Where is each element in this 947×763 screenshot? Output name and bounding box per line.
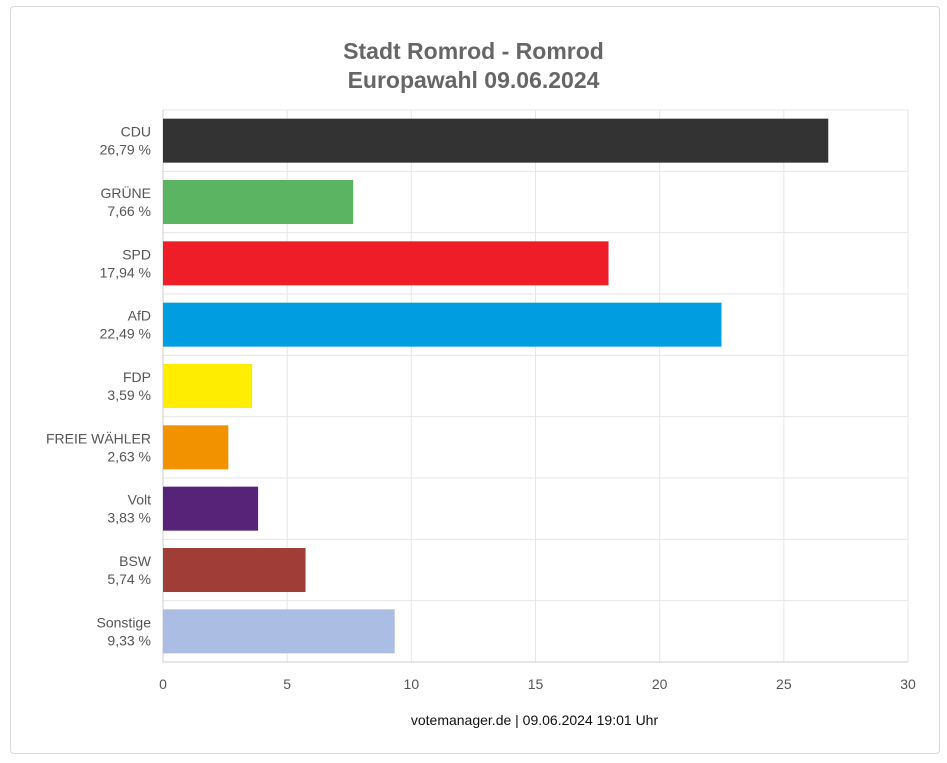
- chart-title-line2: Europawahl 09.06.2024: [347, 67, 600, 93]
- chart-title-line1: Stadt Romrod - Romrod: [343, 38, 604, 64]
- bar-grüne: [163, 180, 354, 224]
- value-label: 17,94 %: [100, 264, 151, 280]
- value-label: 2,63 %: [107, 448, 151, 464]
- x-tick-label-10: 10: [404, 676, 420, 692]
- value-label: 9,33 %: [107, 632, 151, 648]
- category-label: CDU: [121, 124, 151, 140]
- category-label: Volt: [128, 492, 151, 508]
- value-label: 5,74 %: [107, 571, 151, 587]
- x-tick-label-25: 25: [776, 676, 792, 692]
- bar-sonstige: [163, 609, 395, 654]
- bar-spd: [163, 241, 609, 286]
- category-label: GRÜNE: [100, 184, 151, 201]
- bars: [163, 118, 829, 654]
- category-label: Sonstige: [97, 614, 152, 630]
- category-label: SPD: [122, 246, 151, 262]
- value-label: 3,59 %: [107, 387, 151, 403]
- category-label: BSW: [119, 553, 152, 569]
- category-label: FDP: [123, 369, 151, 385]
- value-label: 3,83 %: [107, 510, 151, 526]
- category-label: FREIE WÄHLER: [46, 430, 151, 446]
- x-tick-label-0: 0: [159, 676, 167, 692]
- chart-title: Stadt Romrod - Romrod Europawahl 09.06.2…: [0, 37, 947, 95]
- bar-cdu: [163, 118, 829, 163]
- value-label: 7,66 %: [107, 203, 151, 219]
- bar-bsw: [163, 548, 306, 592]
- value-label: 22,49 %: [100, 326, 151, 342]
- x-tick-label-30: 30: [900, 676, 916, 692]
- bar-afd: [163, 302, 722, 347]
- category-labels: CDU 26,79 % GRÜNE 7,66 % SPD 17,94 % AfD 22,49 …: [46, 124, 152, 649]
- value-label: 26,79 %: [100, 142, 151, 158]
- x-tick-label-20: 20: [652, 676, 668, 692]
- source-footer: votemanager.de | 09.06.2024 19:01 Uhr: [410, 712, 659, 728]
- x-tick-label-15: 15: [528, 676, 544, 692]
- x-tick-label-5: 5: [283, 676, 291, 692]
- bar-volt: [163, 486, 259, 531]
- bar-freie-wähler: [163, 425, 229, 470]
- x-axis-ticks: 0 5 10 15 20 25 30: [159, 676, 916, 692]
- category-label: AfD: [128, 308, 151, 324]
- bar-fdp: [163, 364, 253, 408]
